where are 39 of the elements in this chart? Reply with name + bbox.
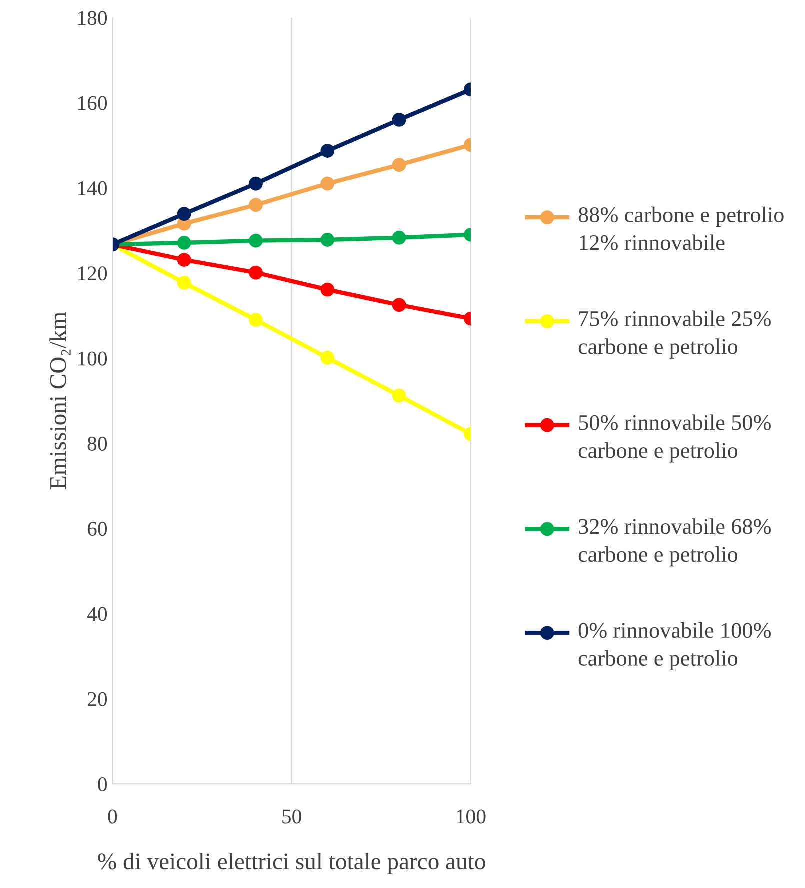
legend-label: 50% rinnovabile 50% carbone e petrolio: [578, 414, 772, 463]
point: [392, 388, 406, 403]
y-tick-label: 140: [78, 181, 108, 196]
point: [177, 207, 192, 221]
y-tick-label: 0: [98, 777, 108, 792]
x-tick-label: 100: [457, 810, 486, 824]
point: [320, 176, 335, 191]
x-tick-label: 0: [108, 810, 118, 824]
point: [177, 236, 192, 250]
y-axis-title: Emissioni CO₂/km: [50, 312, 71, 490]
point: [392, 112, 406, 127]
point: [249, 176, 263, 191]
point: [177, 276, 192, 290]
point: [249, 198, 263, 212]
point: [392, 298, 406, 312]
y-tick-label: 20: [88, 692, 108, 706]
y-tick-label: 40: [87, 607, 108, 622]
y-tick-label: 160: [78, 96, 108, 110]
y-tick-label: 100: [78, 352, 108, 366]
legend-label: 88% carbone e petrolio 12% rinnovabile: [578, 206, 784, 250]
y-tick-label: 60: [88, 522, 108, 536]
point: [320, 233, 335, 247]
point: [320, 282, 335, 297]
point: [249, 234, 263, 248]
y-tick-label: 120: [78, 266, 108, 281]
point: [320, 350, 335, 365]
legend-label: 75% rinnovabile 25% carbone e petrolio: [578, 310, 772, 359]
x-axis-title: % di veicoli elettrici sul totale parco auto: [98, 852, 486, 874]
point: [320, 144, 335, 158]
point: [392, 158, 406, 172]
point: [249, 313, 263, 327]
point: [177, 253, 192, 267]
legend-label: 0% rinnovabile 100% carbone e petrolio: [578, 622, 772, 671]
point: [249, 266, 263, 280]
y-tick-label: 180: [78, 11, 108, 26]
legend-label: 32% rinnovabile 68% carbone e petrolio: [578, 518, 772, 567]
x-tick-label: 50: [282, 810, 302, 824]
y-tick-label: 80: [88, 436, 108, 451]
point: [392, 230, 406, 245]
